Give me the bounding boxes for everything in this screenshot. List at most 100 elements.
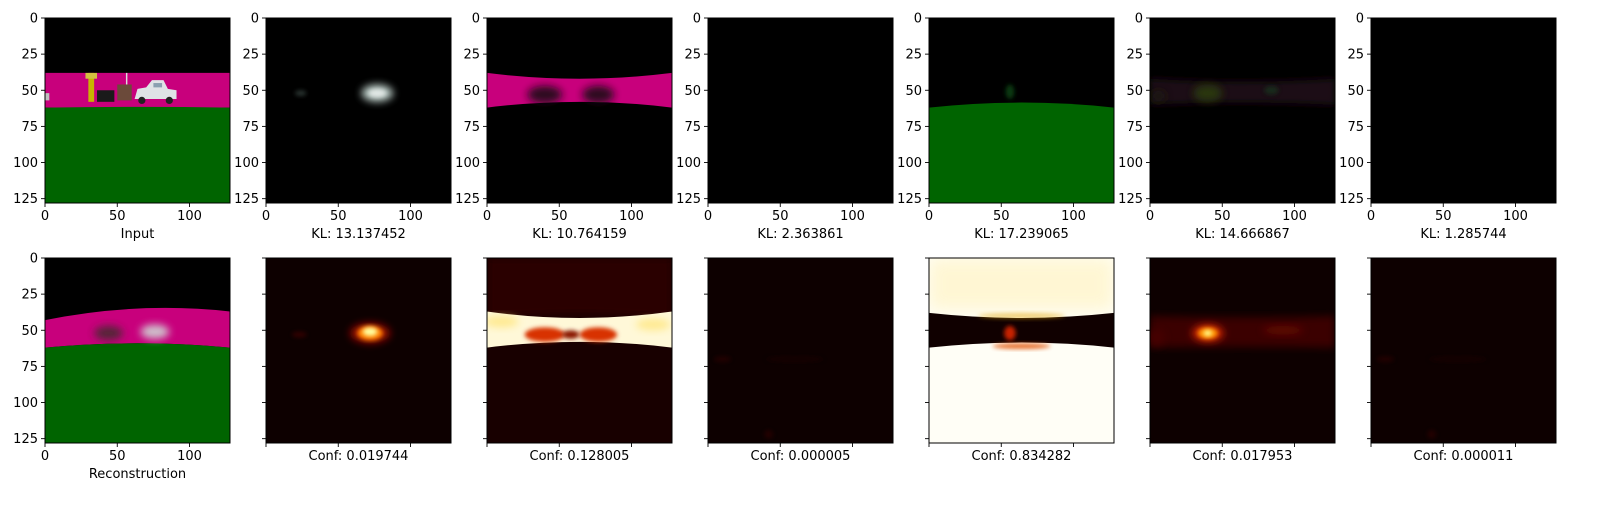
panel-caption: KL: 17.239065 (974, 227, 1069, 242)
panel-image (1371, 18, 1556, 203)
y-tick-label: 75 (242, 120, 259, 135)
panel-image (45, 258, 230, 443)
y-tick-label: 125 (1339, 192, 1364, 207)
y-tick-label: 75 (905, 120, 922, 135)
x-tick-label: 50 (772, 209, 789, 224)
y-tick-label: 75 (21, 120, 38, 135)
panel-caption: Conf: 0.000005 (751, 449, 851, 464)
panel-caption: Conf: 0.017953 (1193, 449, 1293, 464)
panel-caption: Conf: 0.128005 (530, 449, 630, 464)
x-tick-label: 50 (1435, 209, 1452, 224)
y-tick-label: 50 (684, 84, 701, 99)
x-tick-label: 100 (840, 209, 865, 224)
x-tick-label: 0 (483, 209, 491, 224)
y-tick-label: 0 (1356, 12, 1364, 27)
panel-frame (44, 257, 231, 444)
panel-frame (1149, 17, 1336, 204)
panel-frame (707, 257, 894, 444)
panel-image (1371, 258, 1556, 443)
y-tick-label: 50 (905, 84, 922, 99)
y-tick-label: 125 (13, 192, 38, 207)
panel-image (1150, 258, 1335, 443)
y-tick-label: 25 (684, 48, 701, 63)
panel-frame (265, 17, 452, 204)
y-tick-label: 75 (21, 360, 38, 375)
y-tick-label: 75 (684, 120, 701, 135)
y-tick-label: 0 (30, 12, 38, 27)
y-tick-label: 0 (251, 12, 259, 27)
y-tick-label: 25 (463, 48, 480, 63)
y-tick-label: 100 (13, 396, 38, 411)
y-tick-label: 125 (897, 192, 922, 207)
y-tick-label: 50 (1126, 84, 1143, 99)
x-tick-label: 0 (1146, 209, 1154, 224)
panel-frame (1149, 257, 1336, 444)
y-tick-label: 75 (1347, 120, 1364, 135)
y-tick-label: 0 (472, 12, 480, 27)
panel-frame (44, 17, 231, 204)
y-tick-label: 50 (1347, 84, 1364, 99)
panel-bottom-row-2: Conf: 0.128005 (483, 257, 673, 464)
panel-image (266, 18, 451, 203)
y-tick-label: 100 (1118, 156, 1143, 171)
panel-image (266, 258, 451, 443)
y-tick-label: 25 (242, 48, 259, 63)
panel-caption: Conf: 0.019744 (309, 449, 409, 464)
x-tick-label: 100 (1503, 209, 1528, 224)
panel-caption: KL: 13.137452 (311, 227, 406, 242)
x-tick-label: 100 (398, 209, 423, 224)
y-tick-label: 75 (1126, 120, 1143, 135)
panel-frame (486, 257, 673, 444)
y-tick-label: 100 (1339, 156, 1364, 171)
panel-caption: Input (121, 227, 155, 242)
y-tick-label: 50 (21, 84, 38, 99)
panel-caption: KL: 14.666867 (1195, 227, 1290, 242)
panel-caption: Conf: 0.000011 (1414, 449, 1514, 464)
panel-bottom-row-6: Conf: 0.000011 (1367, 257, 1557, 464)
panel-frame (486, 17, 673, 204)
panel-frame (707, 17, 894, 204)
x-tick-label: 0 (704, 209, 712, 224)
panel-caption: KL: 1.285744 (1420, 227, 1506, 242)
x-tick-label: 0 (1367, 209, 1375, 224)
panel-image (487, 18, 672, 203)
y-tick-label: 50 (242, 84, 259, 99)
panel-bottom-row-3: Conf: 0.000005 (704, 257, 894, 464)
y-tick-label: 0 (30, 252, 38, 267)
panel-image (45, 18, 230, 203)
y-tick-label: 25 (1126, 48, 1143, 63)
y-tick-label: 25 (21, 48, 38, 63)
x-tick-label: 0 (41, 209, 49, 224)
panel-caption: Reconstruction (89, 467, 186, 482)
y-tick-label: 100 (234, 156, 259, 171)
y-tick-label: 0 (693, 12, 701, 27)
x-tick-label: 50 (993, 209, 1010, 224)
x-tick-label: 50 (1214, 209, 1231, 224)
panel-image (708, 258, 893, 443)
y-tick-label: 25 (905, 48, 922, 63)
x-tick-label: 50 (551, 209, 568, 224)
y-tick-label: 100 (897, 156, 922, 171)
x-tick-label: 100 (1061, 209, 1086, 224)
y-tick-label: 0 (914, 12, 922, 27)
panel-frame (928, 257, 1115, 444)
y-tick-label: 75 (463, 120, 480, 135)
panel-image (929, 258, 1114, 443)
y-tick-label: 125 (676, 192, 701, 207)
y-tick-label: 25 (21, 288, 38, 303)
x-tick-label: 100 (1282, 209, 1307, 224)
panel-bottom-row-1: Conf: 0.019744 (262, 257, 452, 464)
y-tick-label: 25 (1347, 48, 1364, 63)
panel-frame (1370, 257, 1557, 444)
x-tick-label: 50 (109, 449, 126, 464)
y-tick-label: 100 (13, 156, 38, 171)
